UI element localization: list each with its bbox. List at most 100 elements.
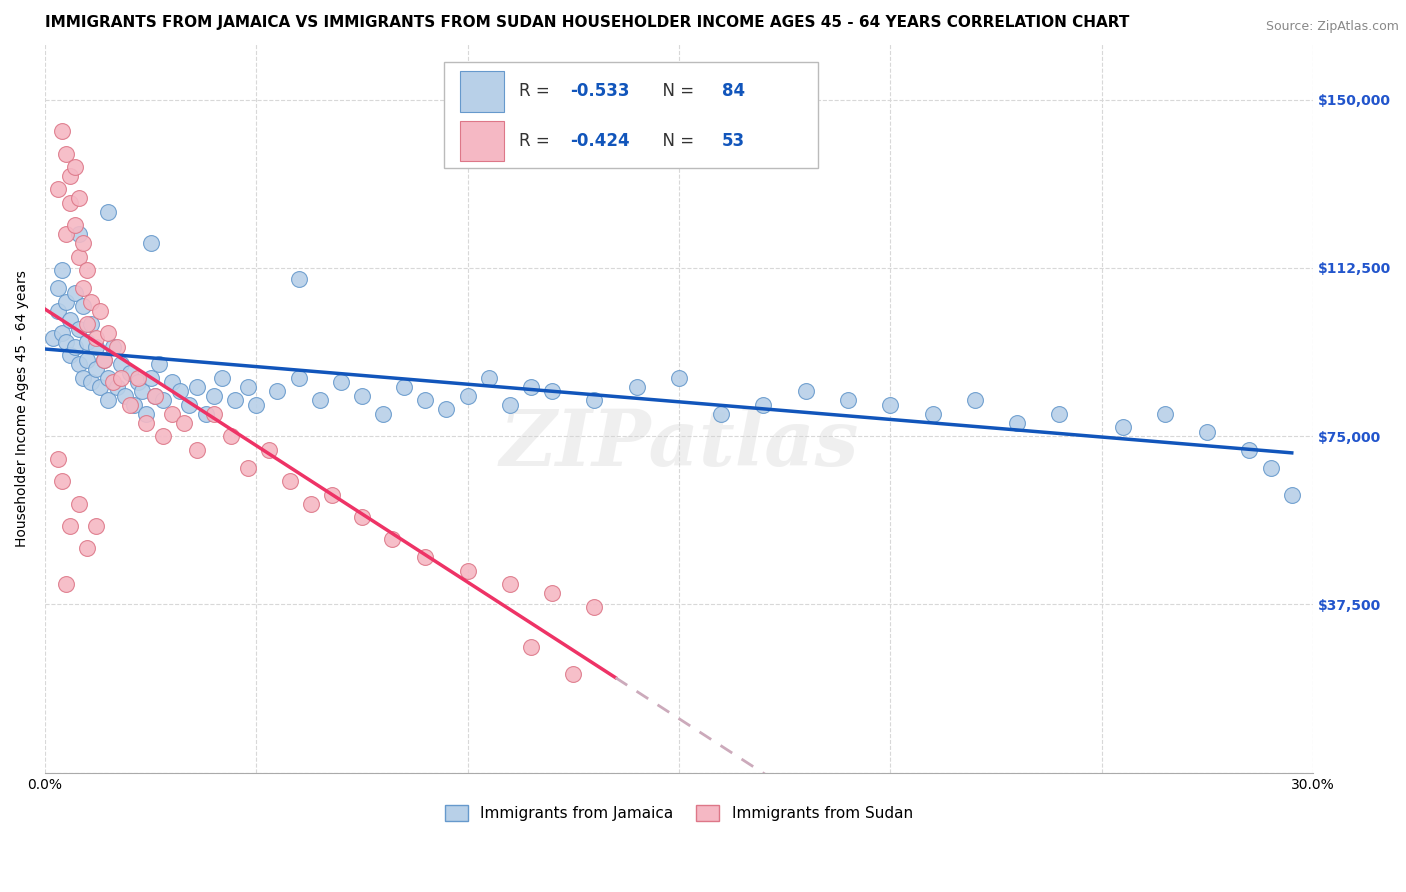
- Point: [76, 317, 98, 331]
- Point: [80, 376, 103, 390]
- Point: [245, 398, 267, 412]
- Point: [321, 487, 343, 501]
- Point: [287, 371, 309, 385]
- Text: Source: ZipAtlas.com: Source: ZipAtlas.com: [1265, 20, 1399, 33]
- Y-axis label: Householder Income Ages 45 - 64 years: Householder Income Ages 45 - 64 years: [15, 269, 30, 547]
- Point: [55, 577, 77, 591]
- Point: [236, 380, 259, 394]
- Point: [139, 371, 162, 385]
- Point: [236, 460, 259, 475]
- Point: [415, 393, 437, 408]
- Point: [55, 334, 77, 349]
- Point: [63, 285, 86, 300]
- Point: [51, 263, 73, 277]
- Point: [122, 398, 145, 412]
- Point: [46, 182, 69, 196]
- Bar: [460, 71, 503, 112]
- Point: [1197, 425, 1219, 439]
- Point: [380, 533, 402, 547]
- Point: [1239, 442, 1261, 457]
- Point: [299, 497, 322, 511]
- Legend: Immigrants from Jamaica, Immigrants from Sudan: Immigrants from Jamaica, Immigrants from…: [439, 799, 920, 827]
- Point: [1005, 416, 1028, 430]
- Point: [72, 371, 94, 385]
- Point: [583, 393, 606, 408]
- Point: [59, 519, 82, 533]
- Text: -0.533: -0.533: [569, 82, 630, 101]
- Point: [541, 384, 564, 399]
- Point: [710, 407, 733, 421]
- Point: [67, 191, 90, 205]
- Text: 84: 84: [723, 82, 745, 101]
- Point: [72, 236, 94, 251]
- Point: [371, 407, 394, 421]
- Text: R =: R =: [519, 132, 555, 150]
- Point: [93, 353, 115, 368]
- Point: [67, 250, 90, 264]
- Point: [287, 272, 309, 286]
- Point: [837, 393, 859, 408]
- Text: R =: R =: [519, 82, 555, 101]
- Point: [583, 599, 606, 614]
- Point: [879, 398, 901, 412]
- Point: [257, 442, 280, 457]
- Point: [211, 371, 233, 385]
- Point: [80, 317, 103, 331]
- Point: [457, 389, 479, 403]
- Text: N =: N =: [652, 132, 700, 150]
- Point: [160, 407, 183, 421]
- Point: [202, 407, 225, 421]
- Point: [152, 429, 174, 443]
- FancyBboxPatch shape: [444, 62, 818, 168]
- Point: [921, 407, 943, 421]
- Point: [143, 389, 166, 403]
- Point: [173, 416, 195, 430]
- Point: [105, 339, 128, 353]
- Point: [101, 376, 124, 390]
- Text: IMMIGRANTS FROM JAMAICA VS IMMIGRANTS FROM SUDAN HOUSEHOLDER INCOME AGES 45 - 64: IMMIGRANTS FROM JAMAICA VS IMMIGRANTS FR…: [45, 15, 1129, 30]
- Point: [152, 393, 174, 408]
- Point: [89, 303, 111, 318]
- Point: [436, 402, 458, 417]
- Point: [114, 389, 136, 403]
- Point: [541, 586, 564, 600]
- Point: [105, 380, 128, 394]
- Point: [752, 398, 775, 412]
- Point: [76, 541, 98, 556]
- Point: [148, 358, 170, 372]
- Point: [1281, 487, 1303, 501]
- Point: [202, 389, 225, 403]
- Point: [84, 339, 107, 353]
- Point: [160, 376, 183, 390]
- Text: 53: 53: [723, 132, 745, 150]
- Point: [135, 416, 157, 430]
- Point: [219, 429, 242, 443]
- Point: [1112, 420, 1135, 434]
- Point: [67, 358, 90, 372]
- Point: [97, 371, 120, 385]
- Point: [668, 371, 690, 385]
- Point: [794, 384, 817, 399]
- Point: [1154, 407, 1177, 421]
- Point: [76, 263, 98, 277]
- Point: [278, 474, 301, 488]
- Point: [392, 380, 415, 394]
- Point: [97, 205, 120, 219]
- Point: [67, 227, 90, 242]
- Point: [46, 451, 69, 466]
- Point: [350, 510, 373, 524]
- Point: [135, 407, 157, 421]
- Point: [131, 384, 153, 399]
- Point: [51, 124, 73, 138]
- Point: [415, 550, 437, 565]
- Point: [110, 358, 132, 372]
- Point: [118, 398, 141, 412]
- Point: [127, 376, 149, 390]
- Point: [55, 146, 77, 161]
- Point: [186, 442, 208, 457]
- Point: [46, 281, 69, 295]
- Text: -0.424: -0.424: [569, 132, 630, 150]
- Point: [67, 497, 90, 511]
- Point: [139, 236, 162, 251]
- Point: [194, 407, 217, 421]
